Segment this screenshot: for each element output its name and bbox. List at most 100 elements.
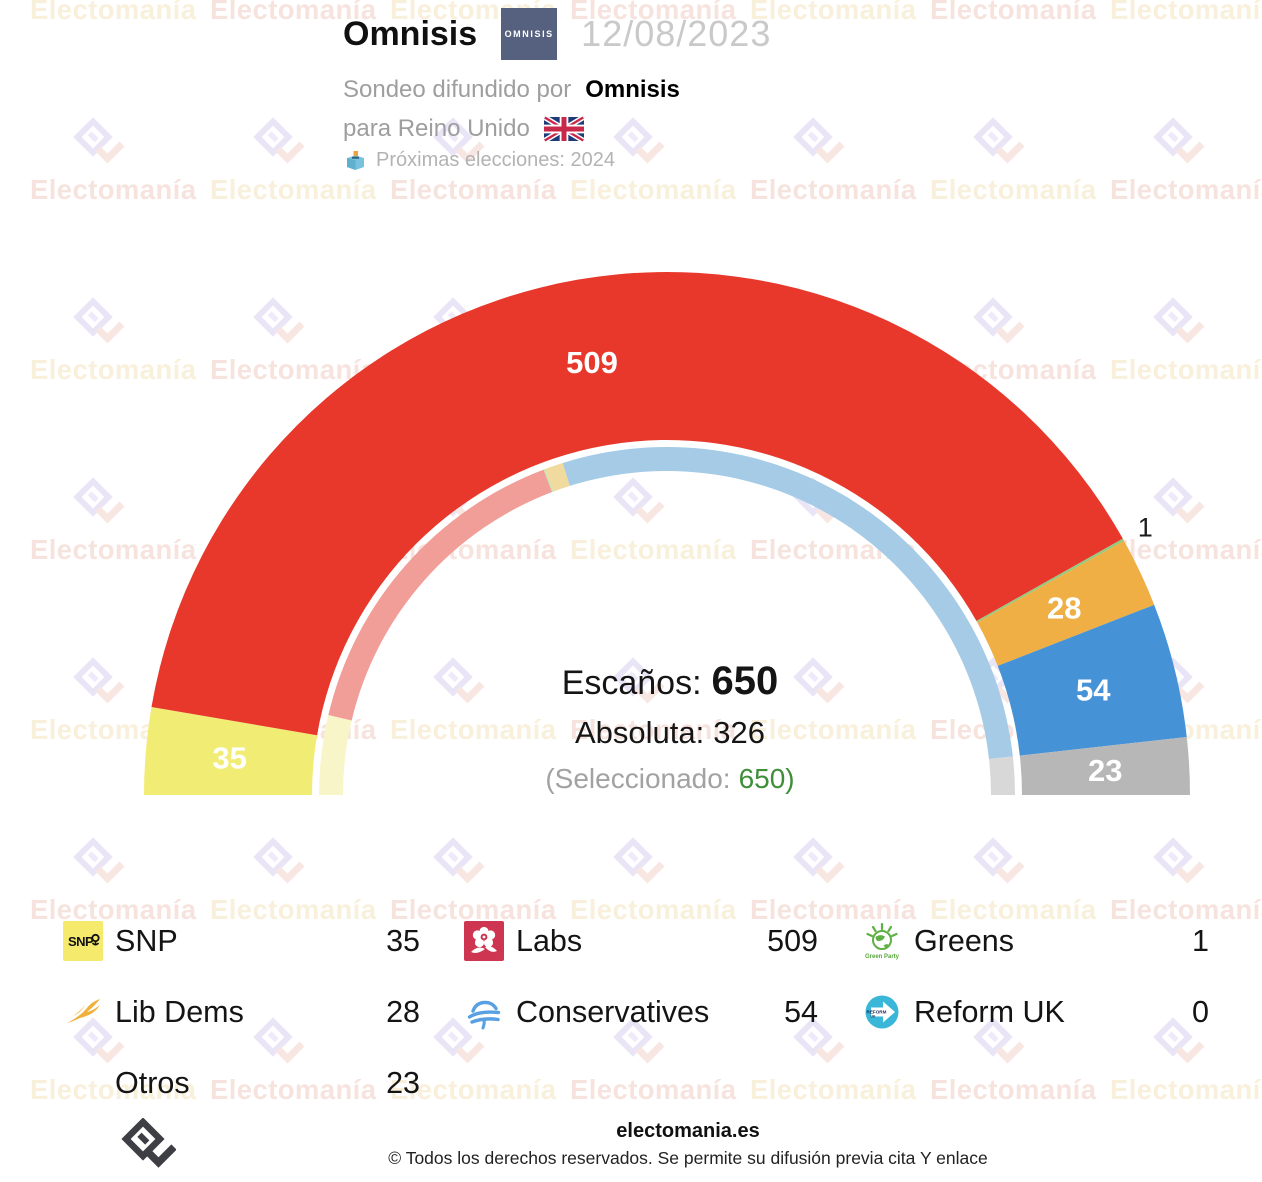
party-seats: 23 xyxy=(386,1065,420,1100)
site-name: electomania.es xyxy=(616,1120,760,1142)
watermark-tile: Electomanía xyxy=(390,476,560,566)
footer: electomania.es © Todos los derechos rese… xyxy=(114,1120,1262,1169)
watermark-tile: Electomanía xyxy=(30,656,200,746)
pollster-logo-text: OMNISIS xyxy=(504,29,554,39)
party-seats: 35 xyxy=(386,923,420,958)
watermark-text: Electomanía xyxy=(390,534,557,565)
watermark-text: Electomanía xyxy=(30,354,197,385)
watermark-text: Electomanía xyxy=(390,354,557,385)
watermark-tile: Electomanía xyxy=(750,116,920,206)
watermark-tile: Electomanía xyxy=(570,116,740,206)
watermark-text: Electomanía xyxy=(930,534,1097,565)
watermark-text: Electomanía xyxy=(210,354,377,385)
watermark-tile: Electomanía xyxy=(930,116,1100,206)
watermark-tile: Electomanía xyxy=(30,116,200,206)
party-label: Greens xyxy=(914,923,1015,958)
electomania-watermark-icon xyxy=(793,297,845,344)
watermark-text: Electomanía xyxy=(210,894,377,925)
electomania-watermark-icon xyxy=(253,1017,305,1064)
watermark-text: Electomanía xyxy=(930,1074,1097,1105)
poll-region-line: para Reino Unido xyxy=(343,115,771,143)
electomania-watermark-icon xyxy=(973,297,1025,344)
watermark-tile: Electomanía xyxy=(210,116,380,206)
poll-region-text: para Reino Unido xyxy=(343,115,530,142)
electomania-watermark-icon xyxy=(613,477,665,524)
watermark-tile: Electomanía xyxy=(390,836,560,926)
watermark-text: Electomanía xyxy=(30,894,197,925)
electomania-watermark-icon xyxy=(793,117,845,164)
electomania-watermark-icon xyxy=(613,837,665,884)
watermark-text: Electomanía xyxy=(570,174,737,205)
watermark-text: Electomanía xyxy=(30,174,197,205)
pollster-name: Omnisis xyxy=(343,14,478,53)
watermark-text: Electomanía xyxy=(930,0,1097,25)
legend-item-greens: Green Party Greens 1 xyxy=(862,918,1209,964)
watermark-text: Electomanía xyxy=(210,174,377,205)
electomania-logo-icon xyxy=(121,1118,176,1168)
watermark-tile: Electomanía xyxy=(390,1016,560,1106)
majority-value: 326 xyxy=(713,715,765,750)
watermark-text: Electomanía xyxy=(390,894,557,925)
watermark-text: Electomanía xyxy=(570,1074,737,1105)
electomania-watermark-icon xyxy=(73,837,125,884)
electomania-watermark-icon xyxy=(253,297,305,344)
legend-item-libdems: Lib Dems 28 xyxy=(63,989,420,1035)
svg-text:UK: UK xyxy=(871,1015,876,1019)
watermark-tile: Electomanía xyxy=(750,476,920,566)
electomania-watermark-icon xyxy=(1153,297,1205,344)
no-icon xyxy=(63,1063,103,1103)
watermark-tile: Electomanía xyxy=(750,836,920,926)
watermark-text: Electomanía xyxy=(750,0,917,25)
uk-flag-icon xyxy=(543,115,584,143)
watermark-text: Electomanía xyxy=(750,174,917,205)
party-label: Reform UK xyxy=(914,994,1065,1029)
electomania-watermark-icon xyxy=(433,297,485,344)
electomania-watermark-icon xyxy=(1153,117,1205,164)
poll-source-prefix: Sondeo difundido por xyxy=(343,76,572,103)
party-label: Labs xyxy=(516,923,583,958)
watermark-tile: Electomanía xyxy=(930,0,1100,26)
electomania-watermark-icon xyxy=(613,1017,665,1064)
watermark-tile: Electomanía xyxy=(570,476,740,566)
electomania-watermark-icon xyxy=(73,1017,125,1064)
watermark-tile: Electomanía xyxy=(930,836,1100,926)
watermark-text: Electomanía xyxy=(390,174,557,205)
watermark-text: Electomanía xyxy=(1110,714,1262,745)
party-label: Lib Dems xyxy=(115,994,244,1029)
party-seats: 28 xyxy=(386,994,420,1029)
electomania-watermark-icon xyxy=(1153,837,1205,884)
watermark-tile: Electomanía xyxy=(750,296,920,386)
watermark-tile: Electomanía xyxy=(1110,0,1262,26)
seats-total: 650 xyxy=(711,659,779,703)
watermark-tile: Electomanía xyxy=(930,296,1100,386)
electomania-watermark-icon xyxy=(973,1017,1025,1064)
legend-item-otros: Otros 23 xyxy=(63,1060,420,1106)
watermark-tile: Electomanía xyxy=(30,0,200,26)
selected-label: (Seleccionado: xyxy=(545,763,731,794)
header: Omnisis OMNISIS 12/08/2023 Sondeo difund… xyxy=(343,8,771,172)
reform-uk-icon: REFORM UK xyxy=(862,992,902,1032)
electomania-watermark-icon xyxy=(793,837,845,884)
watermark-tile: Electomanía xyxy=(1110,296,1262,386)
watermark-text: Electomanía xyxy=(570,0,737,25)
watermark-tile: Electomanía xyxy=(30,296,200,386)
watermark-text: Electomanía xyxy=(750,354,917,385)
electomania-watermark-icon xyxy=(1153,477,1205,524)
party-label: SNP xyxy=(115,923,178,958)
watermark-tile: Electomanía xyxy=(1110,656,1262,746)
watermark-tile: Electomanía xyxy=(390,116,560,206)
watermark-tile: Electomanía xyxy=(570,0,740,26)
green-party-icon: Green Party xyxy=(862,921,902,961)
electomania-watermark-icon xyxy=(73,117,125,164)
party-seats: 1 xyxy=(1192,923,1209,958)
watermark-text: Electomanía xyxy=(30,0,197,25)
libdem-bird-icon xyxy=(63,992,103,1032)
watermark-tile: Electomanía xyxy=(1110,1016,1262,1106)
watermark-tile: Electomanía xyxy=(210,1016,380,1106)
watermark-tile: Electomanía xyxy=(210,0,380,26)
electomania-watermark-icon xyxy=(73,477,125,524)
watermark-tile: Electomanía xyxy=(30,836,200,926)
next-election-line: Próximas elecciones: 2024 xyxy=(345,149,771,172)
labour-rose-icon xyxy=(464,921,504,961)
